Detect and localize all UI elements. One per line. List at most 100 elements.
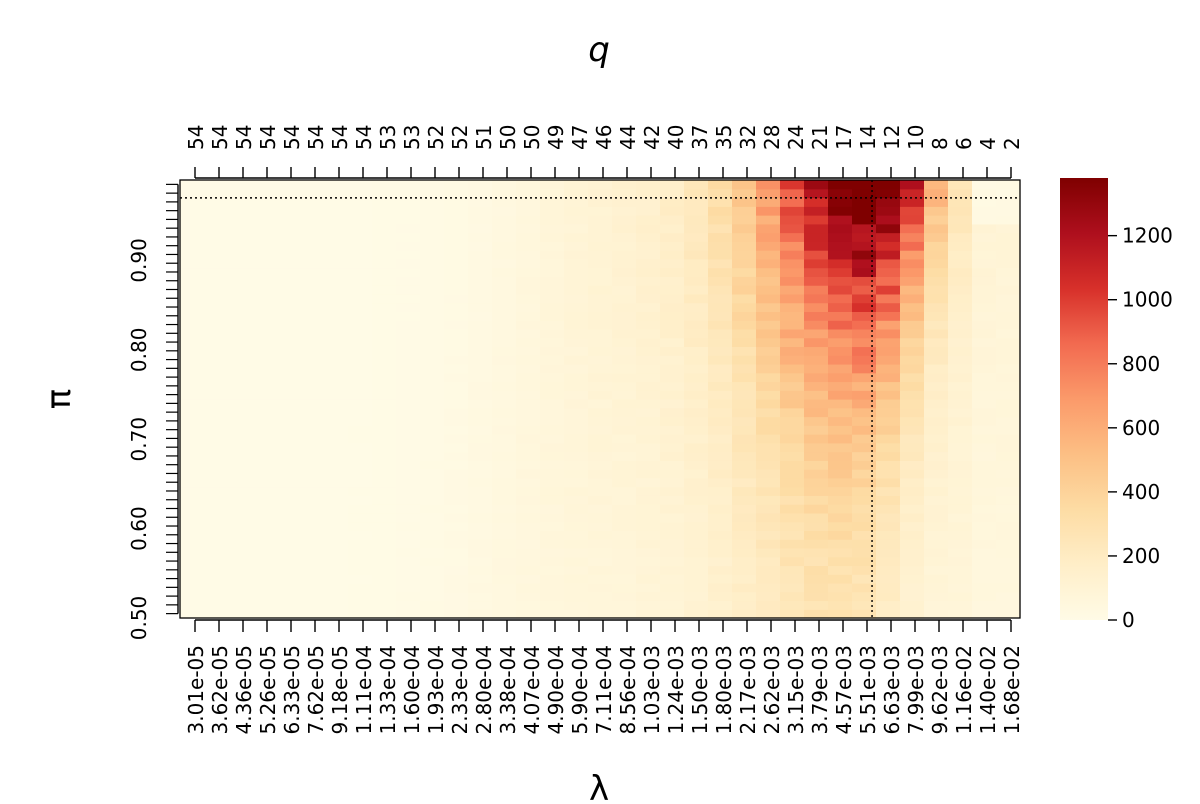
heatmap-cell [324, 346, 349, 356]
heatmap-cell [516, 477, 541, 488]
heatmap-cell [180, 591, 205, 602]
heatmap-cell [180, 258, 205, 269]
heatmap-cell [324, 477, 349, 488]
heatmap-cell [684, 267, 709, 277]
heatmap-cell [660, 285, 685, 295]
heatmap-cell [924, 188, 949, 199]
heatmap-cell [372, 328, 397, 339]
heatmap-cell [228, 495, 253, 505]
heatmap-cell [636, 250, 661, 260]
heatmap-cell [828, 346, 853, 356]
heatmap-cell [804, 477, 829, 488]
heatmap-cell [564, 504, 589, 514]
heatmap-cell [564, 556, 589, 567]
heatmap-cell [444, 355, 469, 365]
heatmap-cell [780, 197, 805, 207]
heatmap-cell [468, 582, 493, 593]
heatmap-cell [828, 311, 853, 321]
heatmap-cell [420, 416, 445, 426]
heatmap-cell [852, 582, 877, 593]
heatmap-cell [636, 486, 661, 496]
heatmap-cell [684, 591, 709, 602]
heatmap-cell [372, 574, 397, 584]
heatmap-cell [276, 363, 301, 374]
heatmap-cell [372, 547, 397, 558]
heatmap-cell [228, 574, 253, 584]
heatmap-cell [948, 582, 973, 593]
heatmap-cell [636, 600, 661, 610]
heatmap-cell [468, 477, 493, 488]
heatmap-cell [852, 241, 877, 251]
heatmap-cell [852, 434, 877, 444]
heatmap-cell [204, 302, 229, 312]
heatmap-cell [204, 363, 229, 374]
heatmap-cell [228, 372, 253, 383]
heatmap-cell [516, 512, 541, 523]
heatmap-cell [540, 188, 565, 199]
heatmap-cell [444, 258, 469, 269]
heatmap-cell [444, 504, 469, 514]
heatmap-cell [324, 582, 349, 593]
heatmap-cell [300, 425, 325, 435]
heatmap-cell [876, 258, 901, 269]
heatmap-cell [180, 486, 205, 496]
heatmap-cell [348, 399, 373, 409]
heatmap-cell [348, 372, 373, 383]
heatmap-cell [444, 180, 469, 190]
heatmap-cell [468, 267, 493, 277]
heatmap-cell [780, 442, 805, 453]
heatmap-cell [612, 197, 637, 207]
x-tick-label: 2.62e-03 [760, 645, 784, 735]
heatmap-cell [396, 215, 421, 225]
heatmap-cell [876, 180, 901, 190]
heatmap-cell [396, 390, 421, 400]
heatmap-cell [948, 434, 973, 444]
heatmap-cell [756, 547, 781, 558]
heatmap-cell [324, 442, 349, 453]
heatmap-cell [468, 442, 493, 453]
heatmap-cell [756, 460, 781, 470]
heatmap-cell [684, 407, 709, 418]
heatmap-cell [564, 495, 589, 505]
heatmap-cell [804, 276, 829, 286]
heatmap-cell [804, 267, 829, 277]
heatmap-cell [756, 521, 781, 531]
heatmap-cell [300, 320, 325, 330]
heatmap-cell [372, 302, 397, 312]
heatmap-cell [564, 197, 589, 207]
heatmap-cell [276, 530, 301, 540]
heatmap-cell [420, 477, 445, 488]
heatmap-cell [756, 232, 781, 242]
y-tick-label: 0.90 [127, 238, 151, 283]
heatmap-cell [252, 565, 277, 575]
heatmap-cell [324, 302, 349, 312]
heatmap-cell [876, 363, 901, 374]
q-tick-label: 54 [328, 125, 352, 150]
heatmap-cell [684, 363, 709, 374]
heatmap-cell [924, 521, 949, 531]
heatmap-cell [780, 390, 805, 400]
heatmap-cell [660, 188, 685, 199]
x-tick-label: 2.33e-04 [448, 645, 472, 735]
heatmap-cell [780, 477, 805, 488]
heatmap-cell [300, 512, 325, 523]
heatmap-cell [372, 206, 397, 216]
heatmap-cell [180, 600, 205, 610]
heatmap-cell [852, 311, 877, 321]
heatmap-cell [876, 495, 901, 505]
heatmap-cell [348, 591, 373, 602]
colorbar-gradient [1060, 178, 1108, 620]
heatmap-cell [228, 591, 253, 602]
heatmap-cell [516, 188, 541, 199]
heatmap-cell [780, 565, 805, 575]
heatmap-cell [612, 258, 637, 269]
heatmap-cell [324, 258, 349, 269]
heatmap-cell [444, 407, 469, 418]
heatmap-cell [948, 276, 973, 286]
heatmap-cell [204, 223, 229, 234]
heatmap-cell [972, 565, 997, 575]
heatmap-cell [516, 582, 541, 593]
heatmap-cell [300, 232, 325, 242]
heatmap-cell [948, 486, 973, 496]
heatmap-cell [564, 512, 589, 523]
